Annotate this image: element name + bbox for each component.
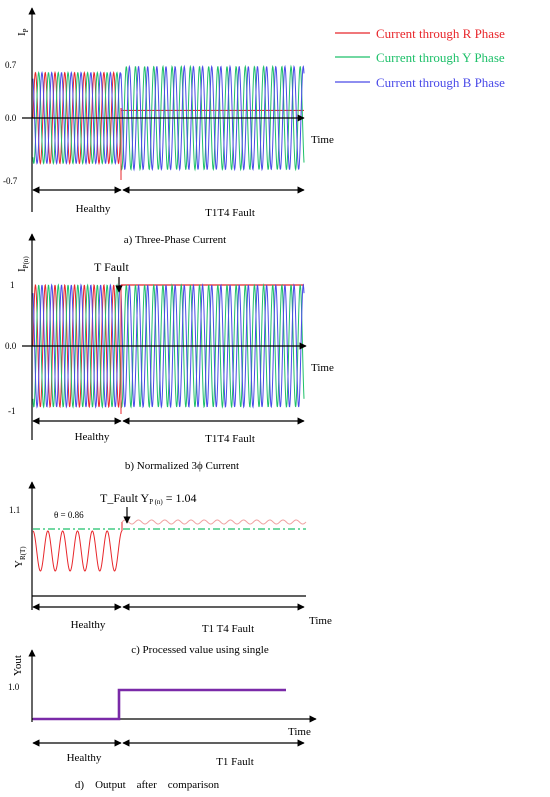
panel-c: YR(T) 1.1 θ = 0.86 T_Fault YP (n) = 1.04… (9, 481, 332, 656)
panel-b-caption: b) Normalized 3ϕ Current (125, 460, 239, 472)
panel-a-healthy-label: Healthy (76, 203, 111, 215)
panel-c-healthy-label: Healthy (71, 619, 106, 631)
legend-b-label: Current through B Phase (376, 75, 505, 90)
panel-d-xlabel: Time (288, 726, 311, 738)
panel-b-xlabel: Time (311, 362, 334, 374)
panel-a-b-phase-healthy (32, 71, 122, 165)
panel-c-tick-0: 1.1 (9, 505, 20, 515)
panel-c-healthy-signal (32, 530, 123, 572)
panel-c-fault-signal (121, 519, 307, 525)
panel-a-caption: a) Three-Phase Current (124, 234, 226, 246)
panel-c-ylabel: YR(T) (13, 546, 27, 568)
panel-a-y-phase-healthy (32, 71, 122, 165)
panel-c-caption: c) Processed value using single (131, 644, 269, 656)
panel-c-theta: θ = 0.86 (54, 510, 84, 520)
panel-a-tick-1: 0.0 (5, 113, 17, 123)
panel-c-fault-label: T1 T4 Fault (202, 623, 254, 635)
panel-d-tick-0: 1.0 (8, 682, 20, 692)
panel-a-waves (32, 64, 305, 180)
legend-r-label: Current through R Phase (376, 26, 505, 41)
panel-d-healthy-label: Healthy (67, 752, 102, 764)
panel-c-waves (32, 519, 307, 572)
panel-a: IP 0.7 0.0 -0.7 Time Healthy T1T4 Fault … (3, 7, 334, 246)
panel-c-fault-annotation: T_Fault YP (n) = 1.04 (100, 491, 197, 506)
panel-b-tick-1: 0.0 (5, 341, 17, 351)
panel-b-y-phase-healthy (32, 283, 122, 409)
panel-a-fault-label: T1T4 Fault (205, 207, 255, 219)
panel-a-tick-2: -0.7 (3, 176, 18, 186)
panel-a-ylabel: IP (16, 28, 30, 36)
panel-a-xlabel: Time (311, 134, 334, 146)
panel-b-ylabel: IP(n) (16, 256, 30, 272)
panel-a-tick-0: 0.7 (5, 60, 17, 70)
panel-d-caption: d) Output after comparison (75, 779, 220, 791)
panel-d-ylabel: Yout (12, 655, 24, 676)
panel-b: IP(n) 1 0.0 -1 Time T Fault Healthy T1T4… (5, 233, 334, 472)
panel-b-healthy-label: Healthy (75, 431, 110, 443)
panel-b-fault-annotation: T Fault (94, 260, 129, 274)
panel-d-output-line (33, 688, 286, 721)
panel-d-fault-label: T1 Fault (216, 756, 254, 768)
legend-y-label: Current through Y Phase (376, 50, 505, 65)
panel-b-b-phase-healthy (32, 283, 122, 409)
panel-d: Yout 1.0 Time Healthy T1 Fault d) Output… (8, 649, 317, 791)
panel-b-tick-0: 1 (10, 280, 15, 290)
panel-b-fault-label: T1T4 Fault (205, 433, 255, 445)
panel-b-tick-2: -1 (8, 406, 16, 416)
panel-c-xlabel: Time (309, 615, 332, 627)
panel-b-waves (32, 283, 305, 414)
legend: Current through R Phase Current through … (335, 26, 505, 90)
